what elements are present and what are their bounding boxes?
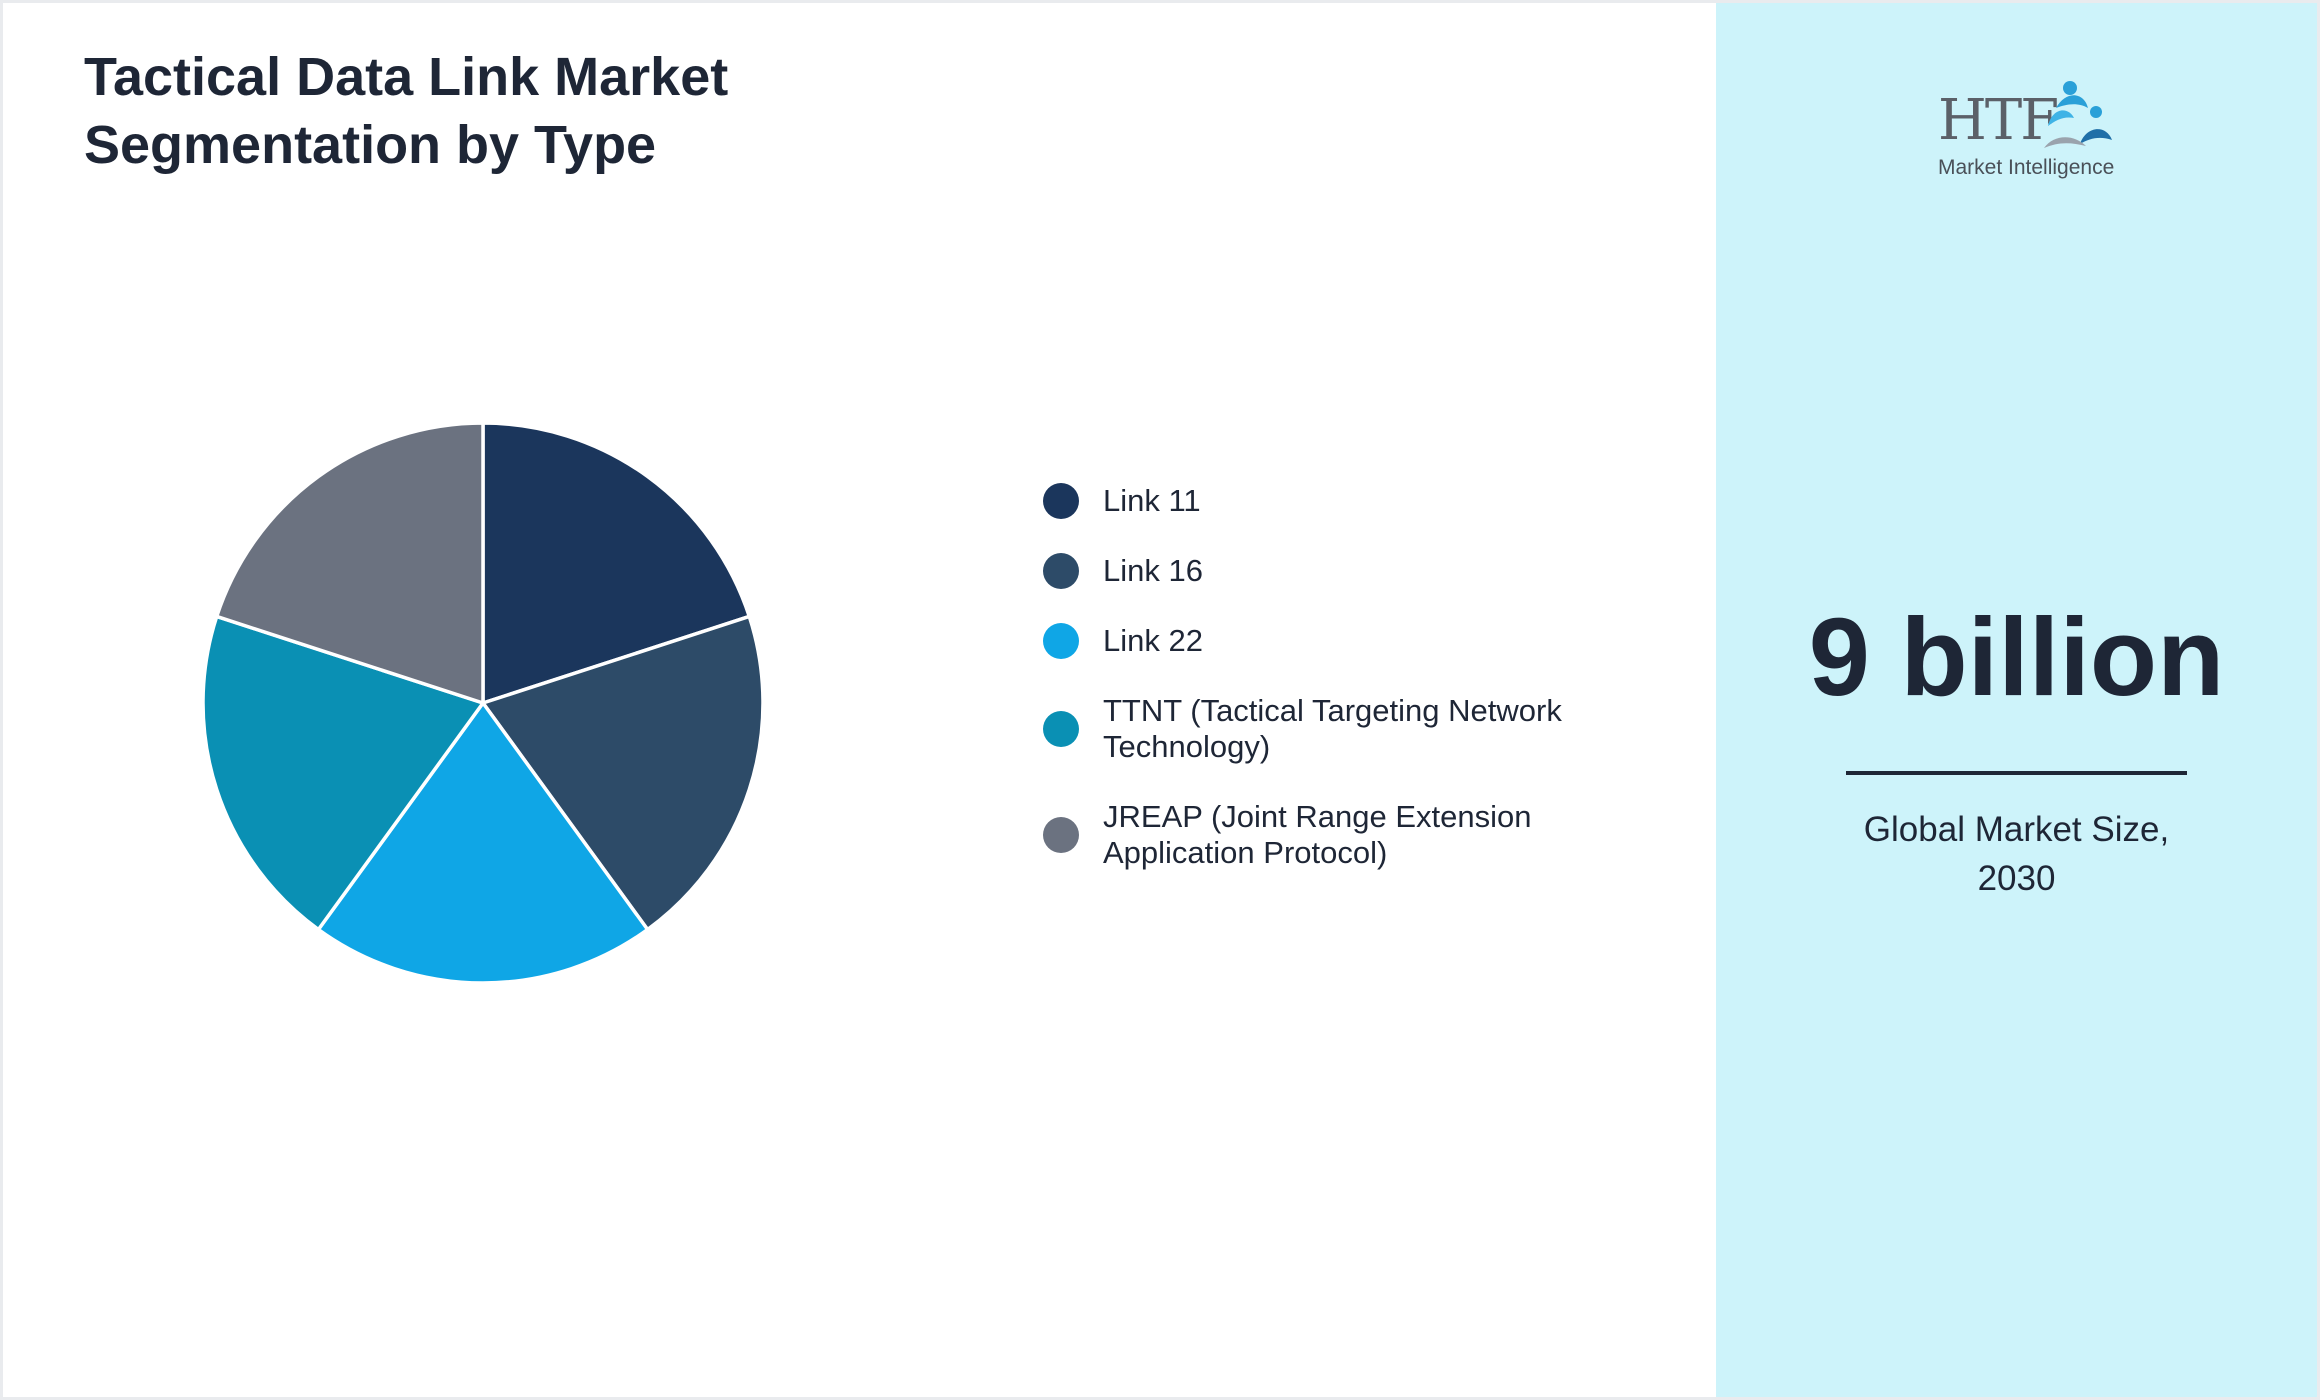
market-size-caption: Global Market Size, 2030 xyxy=(1716,805,2317,903)
legend-item-link-11: Link 11 xyxy=(1043,483,1683,519)
logo-figures-icon xyxy=(2044,81,2112,148)
market-size-divider xyxy=(1846,771,2187,775)
legend-item-jreap: JREAP (Joint Range Extension Application… xyxy=(1043,799,1683,871)
legend-label-link-22: Link 22 xyxy=(1103,623,1203,658)
chart-panel: Tactical Data Link Market Segmentation b… xyxy=(3,3,1716,1397)
chart-title: Tactical Data Link Market Segmentation b… xyxy=(84,43,984,179)
htf-logo: HTF Market Intelligence xyxy=(1926,78,2116,188)
legend-label-jreap-line-1: JREAP (Joint Range Extension xyxy=(1103,799,1532,834)
pie-slice-link-22 xyxy=(316,701,650,985)
pie-slice-link-11 xyxy=(481,421,752,705)
pie-chart xyxy=(201,421,765,985)
legend-label-link-11: Link 11 xyxy=(1103,483,1201,518)
market-size-caption-line-2: 2030 xyxy=(1977,859,2056,898)
legend-label-jreap-line-2: Application Protocol) xyxy=(1103,835,1388,870)
legend-label-ttnt: TTNT (Tactical Targeting Network Technol… xyxy=(1103,693,1562,765)
logo-subtext: Market Intelligence xyxy=(1938,156,2115,179)
legend-swatch-link-22 xyxy=(1043,623,1079,659)
market-size-value: 9 billion xyxy=(1808,596,2225,719)
legend-swatch-link-16 xyxy=(1043,553,1079,589)
legend-swatch-ttnt xyxy=(1043,711,1079,747)
pie-slice-link-16 xyxy=(481,614,765,932)
chart-legend: Link 11 Link 16 Link 22 TTNT (Tactical T… xyxy=(1043,483,1683,905)
legend-label-link-16: Link 16 xyxy=(1103,553,1203,588)
logo-wordmark: HTF xyxy=(1938,88,2059,153)
legend-swatch-jreap xyxy=(1043,817,1079,853)
pie-slice-ttnt xyxy=(201,614,485,932)
legend-label-jreap: JREAP (Joint Range Extension Application… xyxy=(1103,799,1532,871)
infographic-frame: Tactical Data Link Market Segmentation b… xyxy=(3,3,2317,1397)
legend-item-link-22: Link 22 xyxy=(1043,623,1683,659)
legend-label-ttnt-line-1: TTNT (Tactical Targeting Network xyxy=(1103,693,1562,728)
market-size-panel: HTF Market Intelligence 9 billion Global… xyxy=(1716,3,2317,1397)
chart-title-line-1: Tactical Data Link Market xyxy=(84,47,729,107)
legend-item-link-16: Link 16 xyxy=(1043,553,1683,589)
legend-swatch-link-11 xyxy=(1043,483,1079,519)
legend-label-ttnt-line-2: Technology) xyxy=(1103,729,1271,764)
pie-slice-jreap xyxy=(214,421,485,705)
market-size-caption-line-1: Global Market Size, xyxy=(1863,810,2170,849)
chart-title-line-2: Segmentation by Type xyxy=(84,115,657,175)
legend-item-ttnt: TTNT (Tactical Targeting Network Technol… xyxy=(1043,693,1683,765)
